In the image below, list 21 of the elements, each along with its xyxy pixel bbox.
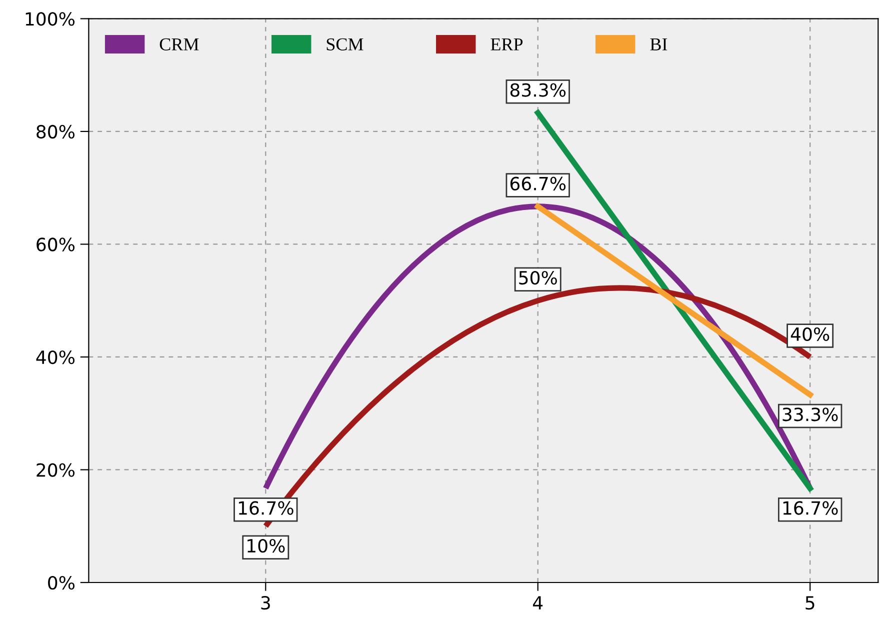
y-tick-label: 0% <box>48 576 75 590</box>
data-label: 83.3% <box>510 83 566 97</box>
legend-label: ERP <box>490 38 523 50</box>
legend-label: CRM <box>160 38 199 50</box>
legend-label: BI <box>650 38 668 50</box>
y-tick-label: 100% <box>26 12 75 26</box>
data-label: 10% <box>248 538 285 553</box>
x-tick-label: 4 <box>533 596 543 610</box>
data-label: 66.7% <box>510 176 566 190</box>
data-label: 50% <box>519 270 557 285</box>
data-label: 40% <box>790 327 830 341</box>
data-label: 33.3% <box>782 408 838 422</box>
data-label: 16.7% <box>238 501 294 515</box>
x-tick-label: 5 <box>806 596 814 610</box>
y-tick-label: 40% <box>36 350 75 364</box>
x-tick-label: 3 <box>261 596 270 610</box>
y-tick-label: 60% <box>36 238 75 252</box>
y-tick-label: 20% <box>36 463 75 477</box>
y-tick-label: 80% <box>36 124 75 139</box>
legend-label: SCM <box>326 38 364 50</box>
data-label: 16.7% <box>783 501 838 515</box>
